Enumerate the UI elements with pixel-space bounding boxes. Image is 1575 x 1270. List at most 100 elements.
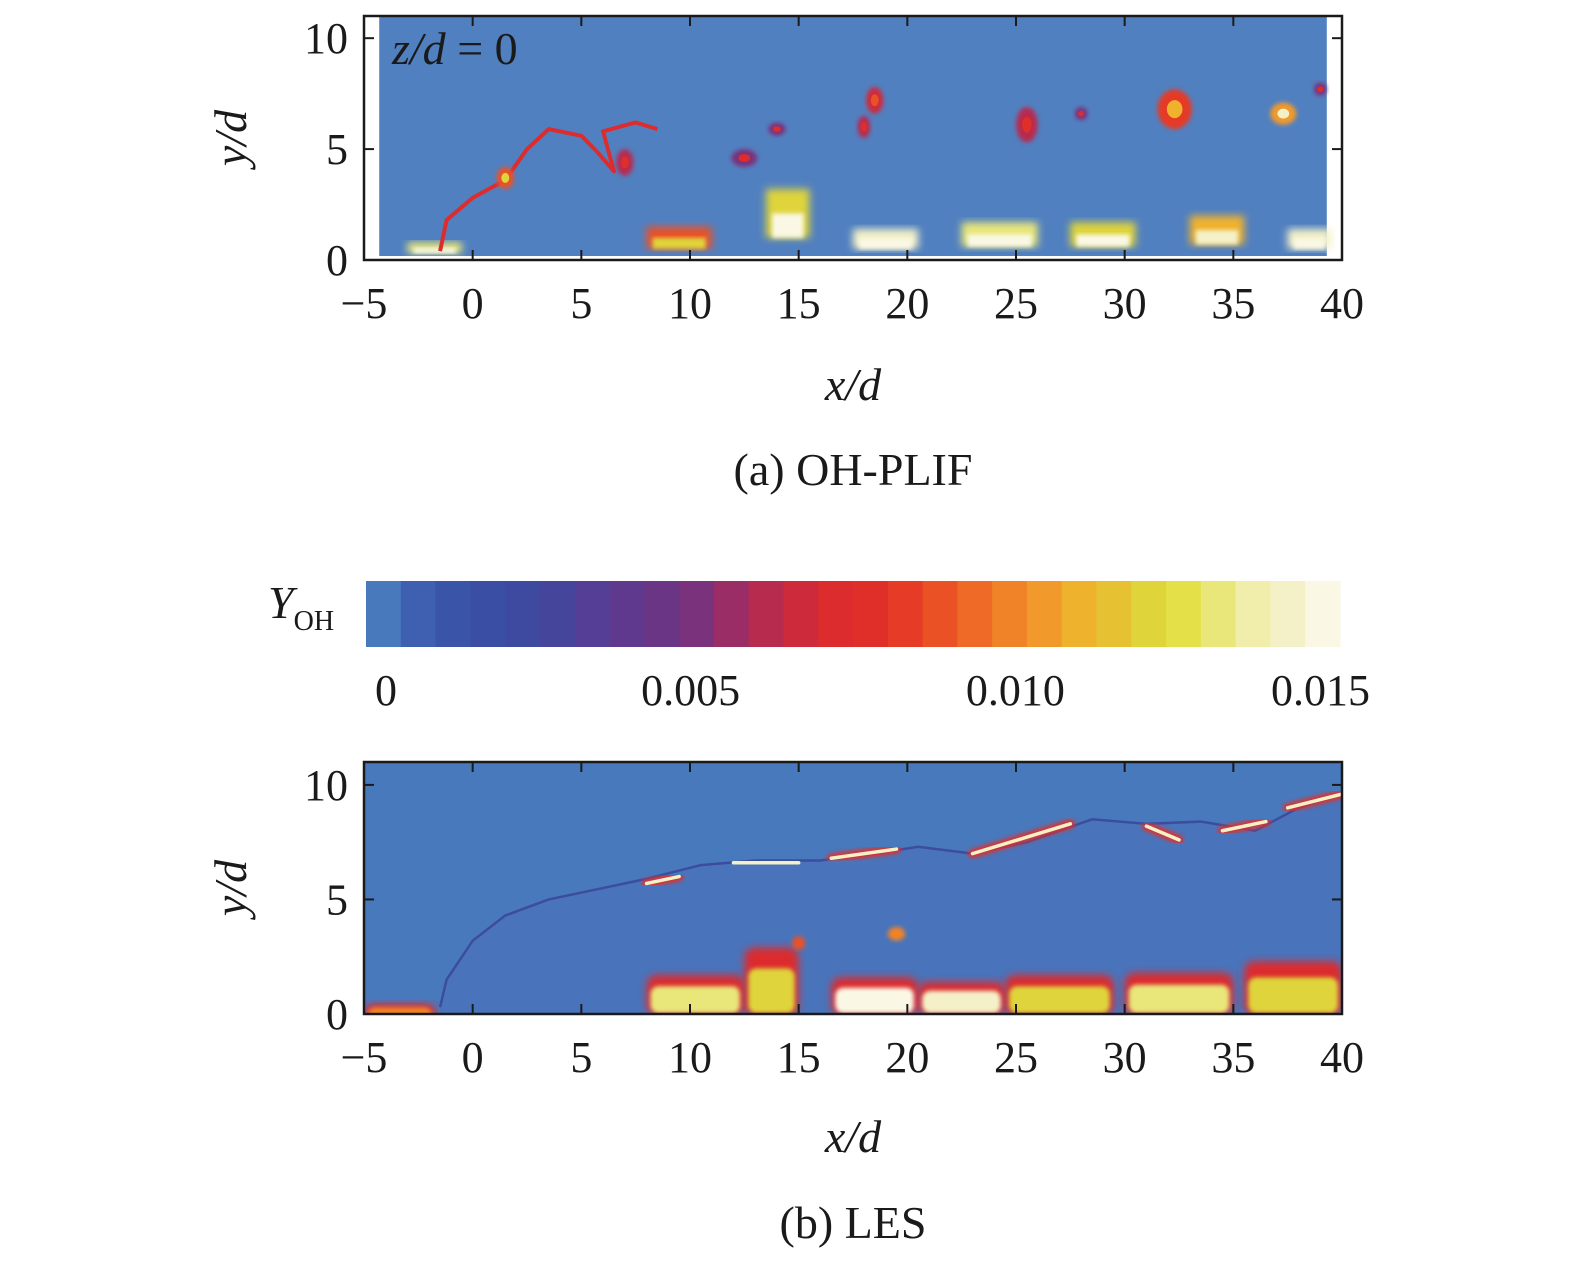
panel-a-background (379, 16, 1327, 256)
colorbar-cell (679, 581, 715, 647)
colorbar-cell (783, 581, 819, 647)
panel-a-annotation: z/d = 0 (391, 23, 518, 74)
panel-a-hot-spot-core (1317, 86, 1324, 93)
colorbar-tick-label: 0 (375, 666, 397, 715)
colorbar-cell (748, 581, 785, 647)
panel-a-hot-spot-core (1277, 108, 1290, 119)
panel-b-plume (440, 794, 1342, 1014)
panel-b-flame-sheet-core (644, 874, 681, 886)
annotation-value: 0 (495, 23, 518, 74)
annotation-var: z/d (391, 23, 447, 74)
colorbar-cell (992, 581, 1028, 647)
colorbar-ticks: 0 0.005 0.010 0.015 (375, 666, 1370, 715)
panel-b-xtick-label: 30 (1103, 1033, 1147, 1082)
colorbar-cell (713, 581, 750, 647)
panel-a-xtick-label: 35 (1211, 279, 1255, 328)
panel-a-ytick-label: 10 (304, 14, 348, 63)
colorbar-cells (366, 581, 1341, 647)
panel-b-wall-core (748, 968, 795, 1014)
panel-b-xtick-label: 35 (1211, 1033, 1255, 1082)
panel-a-hot-spot-core (620, 156, 629, 169)
colorbar-cell (505, 581, 541, 647)
panel-b-wall-core (368, 1007, 432, 1014)
panel-b-wall-core (922, 990, 1002, 1014)
panel-a-hot-spot-core (1166, 100, 1183, 119)
colorbar-cell (1305, 581, 1341, 647)
panel-a-hot-spot-core (860, 121, 867, 132)
colorbar-cell (1270, 581, 1306, 647)
panel-b-xtick-label: 10 (668, 1033, 712, 1082)
colorbar-tick-label: 0.010 (966, 666, 1065, 715)
panel-b-wall-core (650, 986, 741, 1014)
panel-b-flame-sheet-core (1285, 792, 1342, 810)
panel-b-xlabel: x/d (824, 1111, 882, 1162)
panel-b-caption: (b) LES (780, 1197, 927, 1248)
panel-a-ylabel: y/d (205, 109, 256, 170)
colorbar-cell (1200, 581, 1237, 647)
panel-b-frame (362, 760, 1344, 1016)
panel-b-xtick-label: 15 (777, 1033, 821, 1082)
panel-b-pocket (792, 936, 806, 950)
colorbar-tick-label: 0.005 (641, 666, 740, 715)
panel-a-wall-core (413, 247, 456, 254)
panel-b-pocket (887, 926, 906, 941)
panel-b-flame-sheet-core (829, 847, 899, 860)
panel-a-wall-core (859, 238, 913, 249)
panel-a-wall-core (1076, 234, 1130, 247)
colorbar-tick-label: 0.015 (1271, 666, 1370, 715)
colorbar-cell (366, 581, 402, 647)
panel-b-xtick-label: 20 (885, 1033, 929, 1082)
colorbar-cell (609, 581, 645, 647)
panel-b-field (364, 762, 1342, 1014)
panel-b-xtick-label: 0 (462, 1033, 484, 1082)
panel-a-hot-spot-core (1021, 116, 1032, 133)
panel-b-flame-sheet-core (970, 822, 1073, 856)
panel-a-xtick-label: 15 (777, 279, 821, 328)
colorbar: YOH 0 0.005 0.010 0.015 (268, 577, 1370, 715)
panel-a-hot-spot-core (1078, 110, 1085, 117)
panel-a-xtick-label: 30 (1103, 279, 1147, 328)
panel-a-hot-spot-core (501, 172, 510, 183)
colorbar-cell (574, 581, 611, 647)
colorbar-cell (922, 581, 958, 647)
panel-b-ytick-label: 0 (326, 990, 348, 1039)
panel-a-wall-core (652, 237, 706, 249)
panel-b-wall-core (835, 987, 915, 1014)
panel-a-hot-spot-core (738, 153, 751, 162)
panel-a-wall-core (1293, 238, 1326, 249)
panel-b-wall-core (1248, 977, 1338, 1014)
colorbar-cell (1131, 581, 1167, 647)
colorbar-label-main: Y (268, 577, 298, 628)
panel-a-xtick-label: 10 (668, 279, 712, 328)
panel-a-ytick-label: 0 (326, 236, 348, 285)
panel-a-hot-spot-core (870, 94, 879, 107)
colorbar-cell (887, 581, 924, 647)
panel-b-xtick-label: 5 (570, 1033, 592, 1082)
colorbar-cell (435, 581, 471, 647)
panel-b-wall-core (1128, 984, 1230, 1014)
colorbar-cell (644, 581, 680, 647)
panel-a-wall-core (967, 234, 1032, 247)
panel-a-xtick-label: 0 (462, 279, 484, 328)
colorbar-cell (400, 581, 437, 647)
colorbar-cell (1235, 581, 1272, 647)
panel-a-xtick-label: −5 (341, 279, 388, 328)
colorbar-label: YOH (268, 577, 334, 637)
panel-a-wall-core (772, 213, 804, 238)
panel-a-xlabel: x/d (824, 359, 882, 410)
panel-b-xtick-label: 25 (994, 1033, 1038, 1082)
colorbar-cell (539, 581, 576, 647)
colorbar-cell (470, 581, 506, 647)
panel-a-xtick-label: 25 (994, 279, 1038, 328)
colorbar-cell (957, 581, 993, 647)
panel-b-ylabel: y/d (205, 859, 256, 920)
panel-b-ytick-label: 10 (304, 761, 348, 810)
panel-a-ytick-label: 5 (326, 125, 348, 174)
panel-b-wall-core (1009, 986, 1110, 1014)
colorbar-cell (1166, 581, 1202, 647)
panel-b-flame-sheet-core (1144, 824, 1181, 842)
